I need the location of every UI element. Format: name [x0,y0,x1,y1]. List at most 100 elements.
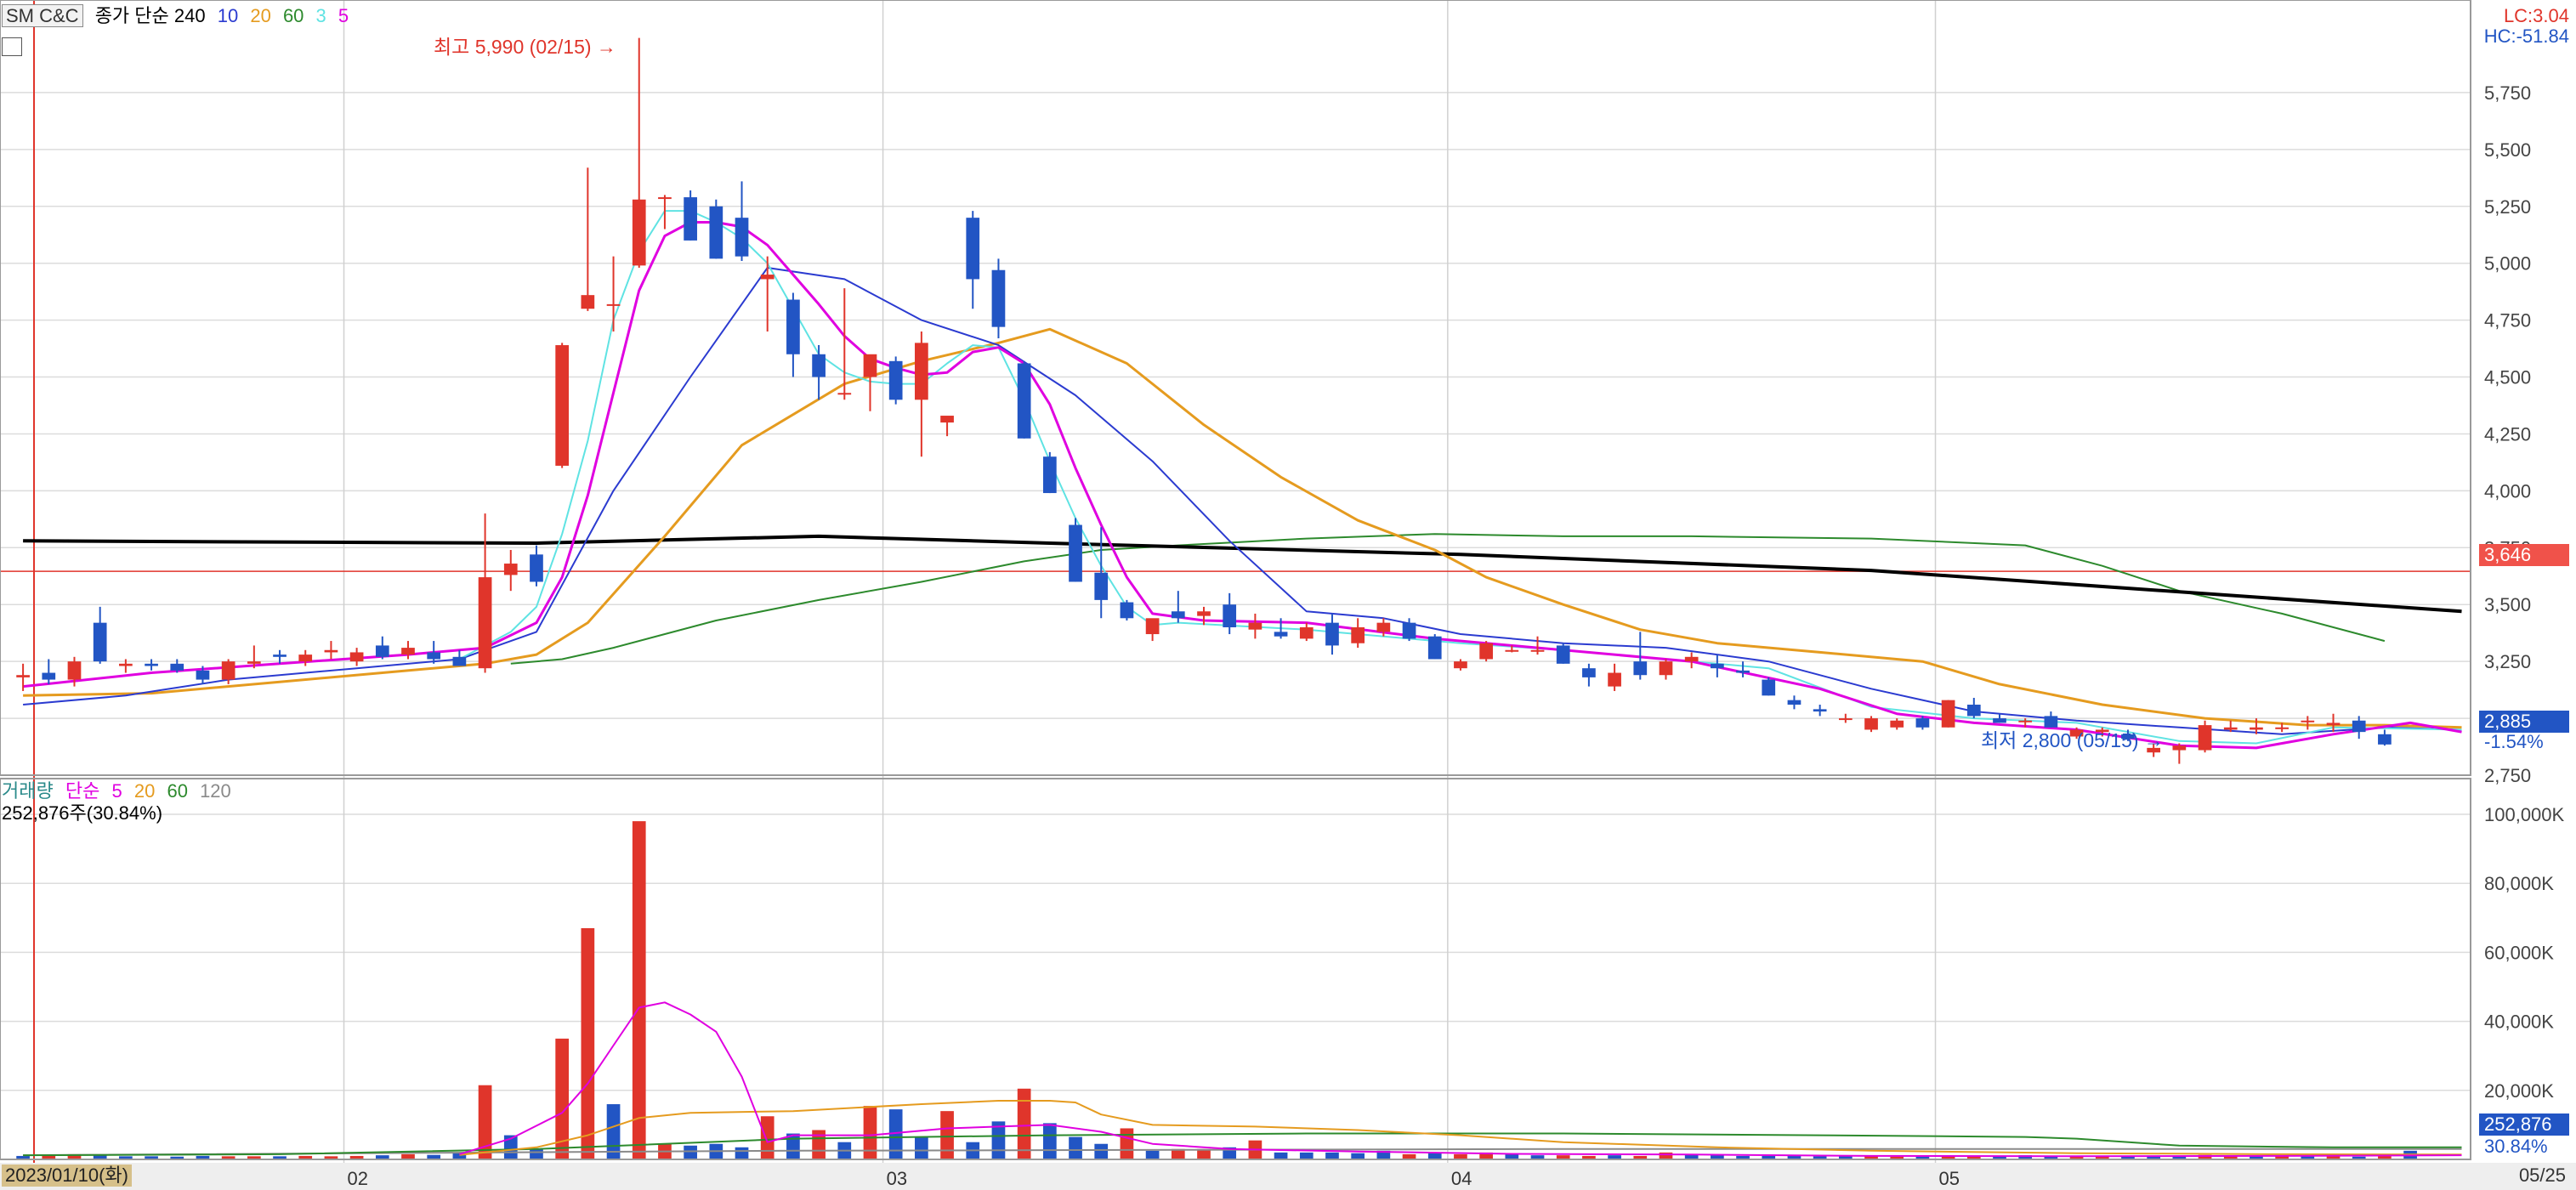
candle-body [1171,611,1185,619]
ma5-label: 5 [338,5,349,26]
ma5-line [22,221,2462,750]
ma60-label: 60 [282,5,304,26]
candle-body [119,663,133,666]
volume-bar [555,1038,570,1159]
candle-body [1864,718,1878,730]
volume-bar [1530,1155,1545,1159]
volume-bar [2250,1156,2263,1159]
volume-bar [2352,1156,2366,1159]
candle-body [1966,705,1981,717]
volume-bar [812,1130,826,1159]
volume-bar [119,1156,133,1159]
candle-body [1762,679,1776,696]
volume-readout: 252,876주(30.84%) [2,802,163,824]
candle-body [888,360,903,400]
price-pane-frame [0,0,2471,776]
price-tick-label: 4,000 [2484,480,2531,502]
candle-body [735,218,749,257]
volume-bar [786,1133,800,1159]
volume-bar [735,1147,749,1159]
vol-ma5-line [459,1001,2462,1158]
volume-pct: 30.84% [2484,1136,2548,1157]
volume-bar [940,1111,954,1159]
price-tick-label: 5,250 [2484,196,2531,218]
volume-ma-lines [23,1001,2462,1158]
volume-bar [888,1109,903,1159]
candle-body [93,622,107,662]
x-end-label: 05/25 [2518,1164,2566,1186]
volume-bar [427,1154,441,1159]
volume-bars [16,821,2417,1159]
vol-ma60-label: 60 [167,780,188,802]
volume-bar [1171,1148,1185,1159]
candle-body [401,648,415,655]
volume-bar [2326,1156,2341,1159]
candle-body [2301,720,2315,722]
candle-body [2044,716,2058,728]
volume-bar [67,1153,82,1159]
high-annotation: 최고 5,990 (02/15) → [434,36,616,58]
volume-bar [170,1156,184,1159]
price-tick-label: 4,250 [2484,423,2531,445]
candle-body [2121,734,2135,740]
main-ma-label: 종가 단순 240 [94,5,206,26]
candle-body [2352,720,2366,733]
volume-bar [273,1156,287,1159]
price-tick-label: 4,500 [2484,367,2531,388]
candle-body [16,675,30,677]
current-price-box: 2,885 [2479,711,2569,733]
volume-bar [16,1155,30,1159]
volume-bar [2275,1155,2289,1159]
hc-readout: HC:-51.84 [2483,26,2569,47]
ticker-box[interactable]: SM C&C [2,4,83,27]
volume-bar [1120,1128,1134,1159]
candle-body [2069,729,2084,737]
volume-tick-label: 80,000K [2484,873,2554,894]
volume-bar [2095,1156,2109,1159]
volume-bar [1299,1152,1314,1159]
ma60-line [510,533,2386,665]
candle-body [1993,718,2006,723]
candle-body [966,218,980,280]
vol-ma120-line [23,1148,2462,1157]
current-change: -1.54% [2484,731,2544,752]
volume-bar [1890,1156,1904,1159]
volume-bar [93,1154,107,1159]
candle-body [2275,727,2289,729]
volume-bar [1736,1155,1750,1159]
volume-bar [478,1085,492,1159]
vol-ma5-label: 5 [111,780,122,802]
candle-body [606,303,621,306]
price-tick-label: 2,750 [2484,765,2531,786]
ma10-line [23,267,2462,735]
candle-body [2147,747,2161,753]
volume-pane-frame [0,778,2471,1160]
price-tick-label: 5,000 [2484,253,2531,275]
volume-bar [1633,1155,1648,1159]
vol-ma20-line [459,1100,2462,1156]
candle-body [709,206,723,259]
volume-bar [1376,1150,1391,1159]
candle-body [247,661,261,664]
volume-bar [1351,1153,1365,1159]
candle-body [67,661,82,680]
candle-body [684,197,697,241]
candle-body [1402,622,1416,639]
x-axis-strip [0,1163,2576,1190]
volume-bar [581,927,595,1159]
volume-bar [1017,1088,1031,1159]
candle-body [1608,672,1621,687]
candle-body [145,663,158,666]
candle-body [863,354,877,377]
candle-body [2172,745,2187,751]
candles [16,37,2392,764]
candle-body [503,564,518,575]
volume-bar [530,1148,543,1159]
volume-bar [1787,1155,1801,1159]
candle-body [1017,363,1031,439]
table-icon[interactable] [2,37,22,56]
candle-body [349,652,364,662]
volume-bar [2301,1156,2315,1159]
